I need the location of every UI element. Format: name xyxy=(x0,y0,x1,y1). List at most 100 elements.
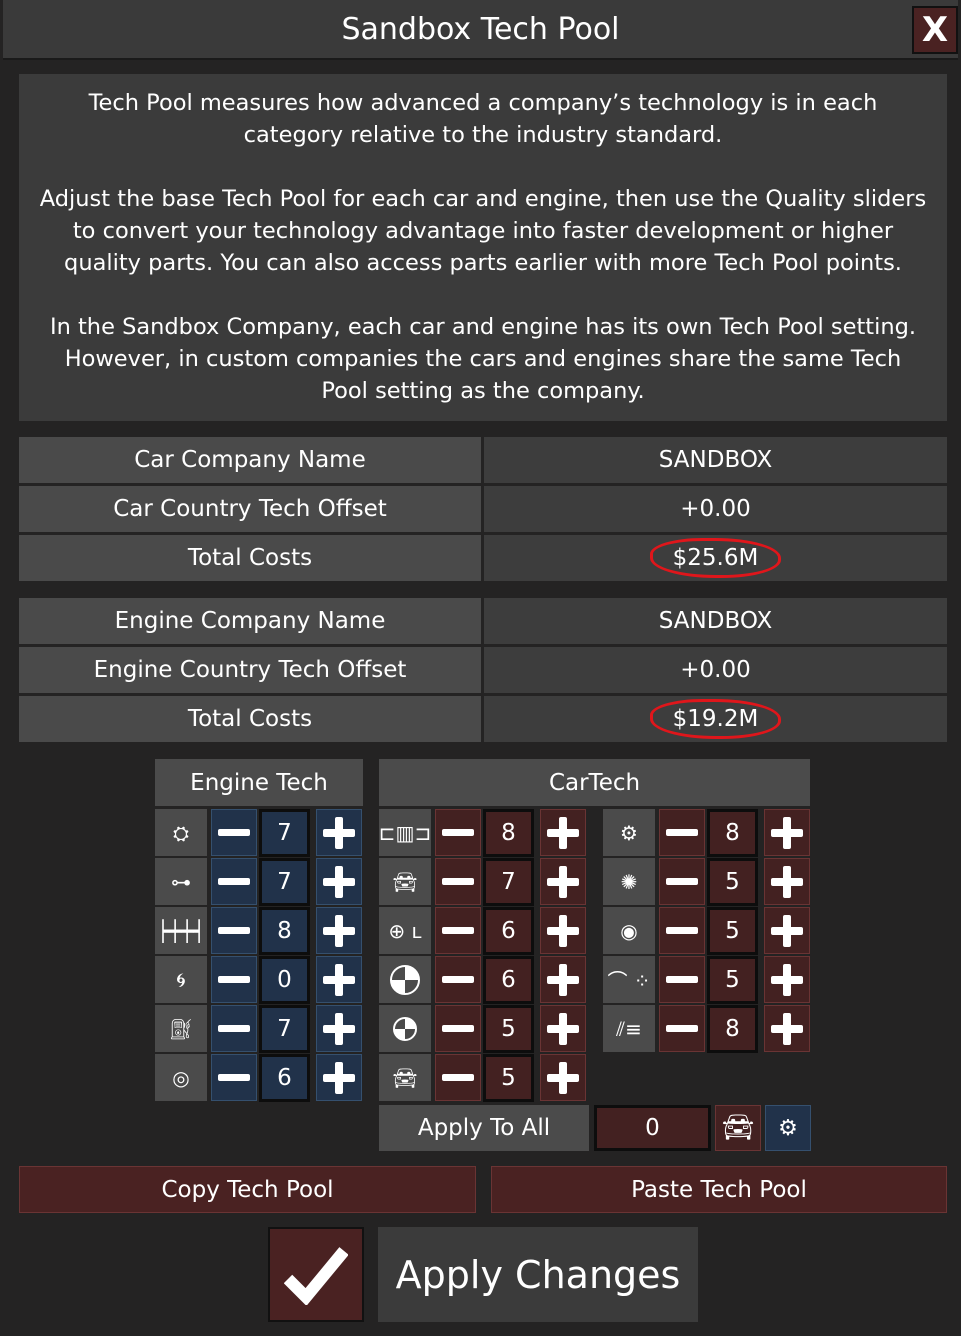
tech-value: 0 xyxy=(259,956,310,1004)
decrement-button[interactable] xyxy=(435,956,481,1003)
tech-value: 5 xyxy=(483,1054,534,1102)
apply-engine-button[interactable]: ⚙ xyxy=(765,1105,811,1151)
minus-icon xyxy=(666,976,698,983)
decrement-button[interactable] xyxy=(211,1054,257,1101)
minus-icon xyxy=(218,829,250,836)
row-value: $19.2M xyxy=(484,696,947,742)
row-value: +0.00 xyxy=(484,486,947,532)
plus-icon xyxy=(323,1012,355,1045)
decrement-button[interactable] xyxy=(435,809,481,856)
checkmark-icon xyxy=(284,1246,348,1305)
plus-icon xyxy=(547,1061,579,1094)
suspension-icon: ⫽≡ xyxy=(603,1005,655,1052)
plus-icon xyxy=(547,1012,579,1045)
close-button[interactable]: X xyxy=(912,6,958,54)
apply-car-button[interactable]: 🚘︎ xyxy=(715,1105,761,1151)
increment-button[interactable] xyxy=(316,907,362,954)
gearbox-icon: ⚙ xyxy=(603,809,655,856)
engine-icon: ⚙ xyxy=(778,1115,798,1141)
safety-small-icon xyxy=(379,1005,431,1052)
plus-icon xyxy=(323,1061,355,1094)
increment-button[interactable] xyxy=(540,858,586,905)
row-label: Car Company Name xyxy=(19,437,481,483)
minus-icon xyxy=(666,927,698,934)
minus-icon xyxy=(218,927,250,934)
decrement-button[interactable] xyxy=(659,907,705,954)
tech-value: 8 xyxy=(707,809,758,857)
minus-icon xyxy=(218,878,250,885)
decrement-button[interactable] xyxy=(659,1005,705,1052)
confirm-button[interactable] xyxy=(268,1227,364,1322)
plus-icon xyxy=(547,865,579,898)
wheel-icon: ✺ xyxy=(603,858,655,905)
row-label: Total Costs xyxy=(19,696,481,742)
decrement-button[interactable] xyxy=(659,858,705,905)
car-front-icon: 🚘︎ xyxy=(379,1054,431,1101)
decrement-button[interactable] xyxy=(435,1005,481,1052)
crankshaft-icon: ┝┿┿┥ xyxy=(155,907,207,954)
apply-to-all-value[interactable]: 0 xyxy=(594,1105,711,1151)
increment-button[interactable] xyxy=(540,809,586,856)
total-costs-circled: $25.6M xyxy=(649,538,782,578)
increment-button[interactable] xyxy=(540,1054,586,1101)
car-icon: 🚘︎ xyxy=(721,1113,755,1143)
aero-icon: ⌒ ⁘ xyxy=(603,956,655,1003)
increment-button[interactable] xyxy=(764,956,810,1003)
engine-block-icon: ⛭ xyxy=(155,809,207,856)
engine-tech-header: Engine Tech xyxy=(155,759,363,806)
safety-large-icon xyxy=(379,956,431,1003)
fuel-pump-icon: ⛽︎ xyxy=(155,1005,207,1052)
minus-icon xyxy=(666,829,698,836)
tech-value: 5 xyxy=(707,858,758,906)
plus-icon xyxy=(323,865,355,898)
apply-changes-button[interactable]: Apply Changes xyxy=(378,1227,698,1322)
plus-icon xyxy=(547,914,579,947)
paste-tech-pool-button[interactable]: Paste Tech Pool xyxy=(491,1166,947,1213)
decrement-button[interactable] xyxy=(435,858,481,905)
plus-icon xyxy=(771,914,803,947)
exhaust-icon: ◎ xyxy=(155,1054,207,1101)
plus-icon xyxy=(323,914,355,947)
decrement-button[interactable] xyxy=(211,858,257,905)
increment-button[interactable] xyxy=(316,956,362,1003)
increment-button[interactable] xyxy=(316,1005,362,1052)
interior-icon: ⊕ ʟ xyxy=(379,907,431,954)
minus-icon xyxy=(442,976,474,983)
decrement-button[interactable] xyxy=(659,956,705,1003)
tech-value: 6 xyxy=(259,1054,310,1102)
title-bar: Sandbox Tech Pool xyxy=(3,0,958,60)
increment-button[interactable] xyxy=(764,809,810,856)
brake-icon: ◉ xyxy=(603,907,655,954)
info-panel: Tech Pool measures how advanced a compan… xyxy=(19,74,947,421)
row-label: Car Country Tech Offset xyxy=(19,486,481,532)
decrement-button[interactable] xyxy=(435,1054,481,1101)
increment-button[interactable] xyxy=(540,1005,586,1052)
decrement-button[interactable] xyxy=(211,1005,257,1052)
car-body-icon: 🚘︎ xyxy=(379,858,431,905)
decrement-button[interactable] xyxy=(435,907,481,954)
increment-button[interactable] xyxy=(316,809,362,856)
increment-button[interactable] xyxy=(316,1054,362,1101)
plus-icon xyxy=(771,1012,803,1045)
tech-value: 7 xyxy=(259,1005,310,1053)
decrement-button[interactable] xyxy=(659,809,705,856)
increment-button[interactable] xyxy=(764,907,810,954)
increment-button[interactable] xyxy=(540,956,586,1003)
decrement-button[interactable] xyxy=(211,956,257,1003)
row-label: Total Costs xyxy=(19,535,481,581)
increment-button[interactable] xyxy=(764,858,810,905)
piston-rod-icon: ⊶ xyxy=(155,858,207,905)
apply-to-all-button[interactable]: Apply To All xyxy=(379,1105,589,1151)
minus-icon xyxy=(218,1025,250,1032)
decrement-button[interactable] xyxy=(211,809,257,856)
car-tech-header: CarTech xyxy=(379,759,810,806)
copy-tech-pool-button[interactable]: Copy Tech Pool xyxy=(19,1166,476,1213)
tech-value: 6 xyxy=(483,956,534,1004)
increment-button[interactable] xyxy=(316,858,362,905)
increment-button[interactable] xyxy=(764,1005,810,1052)
row-value-text: +0.00 xyxy=(680,657,751,683)
increment-button[interactable] xyxy=(540,907,586,954)
decrement-button[interactable] xyxy=(211,907,257,954)
row-value: +0.00 xyxy=(484,647,947,693)
chassis-icon: ⊏▥⊐ xyxy=(379,809,431,856)
